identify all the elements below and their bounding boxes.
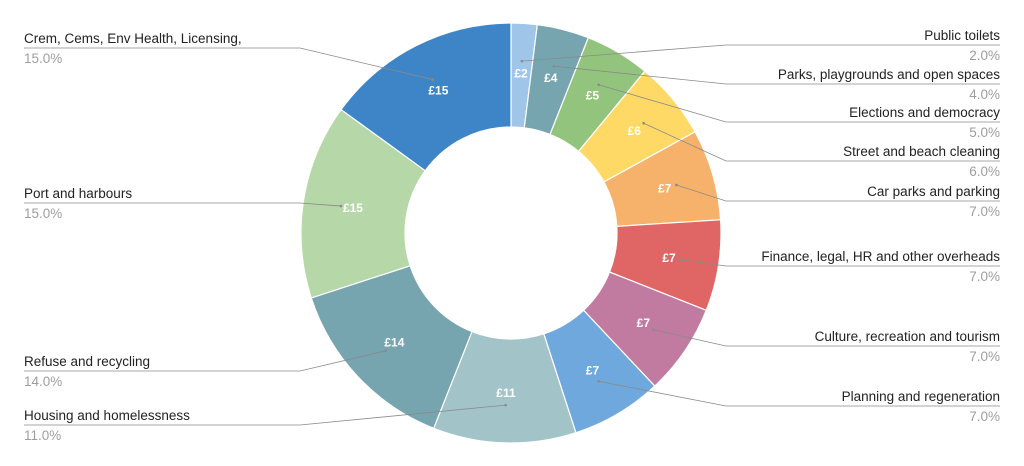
leader-line-crem-cems-env-health-licensing <box>24 47 433 80</box>
percent-label-public-toilets: 2.0% <box>969 48 1000 63</box>
slice-value-label-car-parks-and-parking: £7 <box>658 181 672 195</box>
percent-label-car-parks-and-parking: 7.0% <box>969 204 1000 219</box>
category-label-housing-and-homelessness: Housing and homelessness <box>24 408 190 423</box>
percent-label-housing-and-homelessness: 11.0% <box>24 428 61 443</box>
leader-dot-elections-and-democracy <box>597 83 600 87</box>
leader-line-elections-and-democracy <box>598 84 1000 123</box>
leader-line-street-and-beach-cleaning <box>643 122 1000 162</box>
slice-value-label-culture-recreation-and-tourism: £7 <box>637 316 651 330</box>
leader-line-culture-recreation-and-tourism <box>653 329 1000 347</box>
leader-line-housing-and-homelessness <box>24 404 506 426</box>
slice-value-label-parks-playgrounds-and-open-spaces: £4 <box>544 71 558 85</box>
category-label-car-parks-and-parking: Car parks and parking <box>867 184 1000 199</box>
category-label-elections-and-democracy: Elections and democracy <box>849 105 1000 120</box>
percent-label-parks-playgrounds-and-open-spaces: 4.0% <box>969 87 1000 102</box>
chart-value-labels: £2 £4 £5 £6 £7 £7 £7 £7 £11 £14 £15 £15 <box>343 66 676 400</box>
leader-dot-crem-cems-env-health-licensing <box>431 78 435 81</box>
slice-value-label-crem-cems-env-health-licensing: £15 <box>428 83 448 97</box>
percent-label-crem-cems-env-health-licensing: 15.0% <box>24 51 62 66</box>
leader-line-car-parks-and-parking <box>676 184 1000 202</box>
category-label-port-and-harbours: Port and harbours <box>24 186 132 201</box>
slice-refuse-and-recycling <box>310 265 473 430</box>
category-label-refuse-and-recycling: Refuse and recycling <box>24 354 150 369</box>
slice-value-label-elections-and-democracy: £5 <box>586 88 600 102</box>
leader-dot-refuse-and-recycling <box>384 349 387 353</box>
percent-label-finance-legal-hr-and-other-overheads: 7.0% <box>969 269 1000 284</box>
leader-line-planning-and-regeneration <box>598 380 1000 407</box>
slice-value-label-finance-legal-hr-and-other-overheads: £7 <box>662 251 676 265</box>
percent-label-planning-and-regeneration: 7.0% <box>969 409 1000 424</box>
percent-label-street-and-beach-cleaning: 6.0% <box>969 164 1000 179</box>
category-label-finance-legal-hr-and-other-overheads: Finance, legal, HR and other overheads <box>761 249 1000 264</box>
leader-line-finance-legal-hr-and-other-overheads <box>681 259 1000 267</box>
leader-dot-port-and-harbours <box>339 204 343 208</box>
category-label-planning-and-regeneration: Planning and regeneration <box>842 389 1000 404</box>
percent-label-culture-recreation-and-tourism: 7.0% <box>969 349 1000 364</box>
category-label-public-toilets: Public toilets <box>924 28 1000 43</box>
slice-port-and-harbours <box>300 108 427 299</box>
slice-value-label-planning-and-regeneration: £7 <box>586 364 600 378</box>
percent-label-port-and-harbours: 15.0% <box>24 206 62 221</box>
percent-label-elections-and-democracy: 5.0% <box>969 125 1000 140</box>
leader-line-refuse-and-recycling <box>24 350 386 372</box>
category-label-parks-playgrounds-and-open-spaces: Parks, playgrounds and open spaces <box>778 67 1000 82</box>
chart-category-labels: Public toilets 2.0% Parks, playgrounds and… <box>24 28 1000 443</box>
slice-value-label-housing-and-homelessness: £11 <box>496 386 516 400</box>
category-label-culture-recreation-and-tourism: Culture, recreation and tourism <box>815 329 1000 344</box>
slice-value-label-port-and-harbours: £15 <box>343 201 363 215</box>
leader-line-parks-playgrounds-and-open-spaces <box>553 65 1000 85</box>
slice-value-label-street-and-beach-cleaning: £6 <box>628 124 642 138</box>
percent-label-refuse-and-recycling: 14.0% <box>24 374 62 389</box>
category-label-street-and-beach-cleaning: Street and beach cleaning <box>843 144 1000 159</box>
leader-line-public-toilets <box>521 44 1000 62</box>
leader-line-port-and-harbours <box>24 202 341 207</box>
slice-crem-cems-env-health-licensing <box>340 22 512 172</box>
slice-value-label-public-toilets: £2 <box>514 66 528 80</box>
slice-value-label-refuse-and-recycling: £14 <box>384 336 404 350</box>
chart-slices <box>300 22 722 444</box>
chart-leader-lines <box>24 44 1000 426</box>
category-label-crem-cems-env-health-licensing: Crem, Cems, Env Health, Licensing, <box>24 31 242 46</box>
